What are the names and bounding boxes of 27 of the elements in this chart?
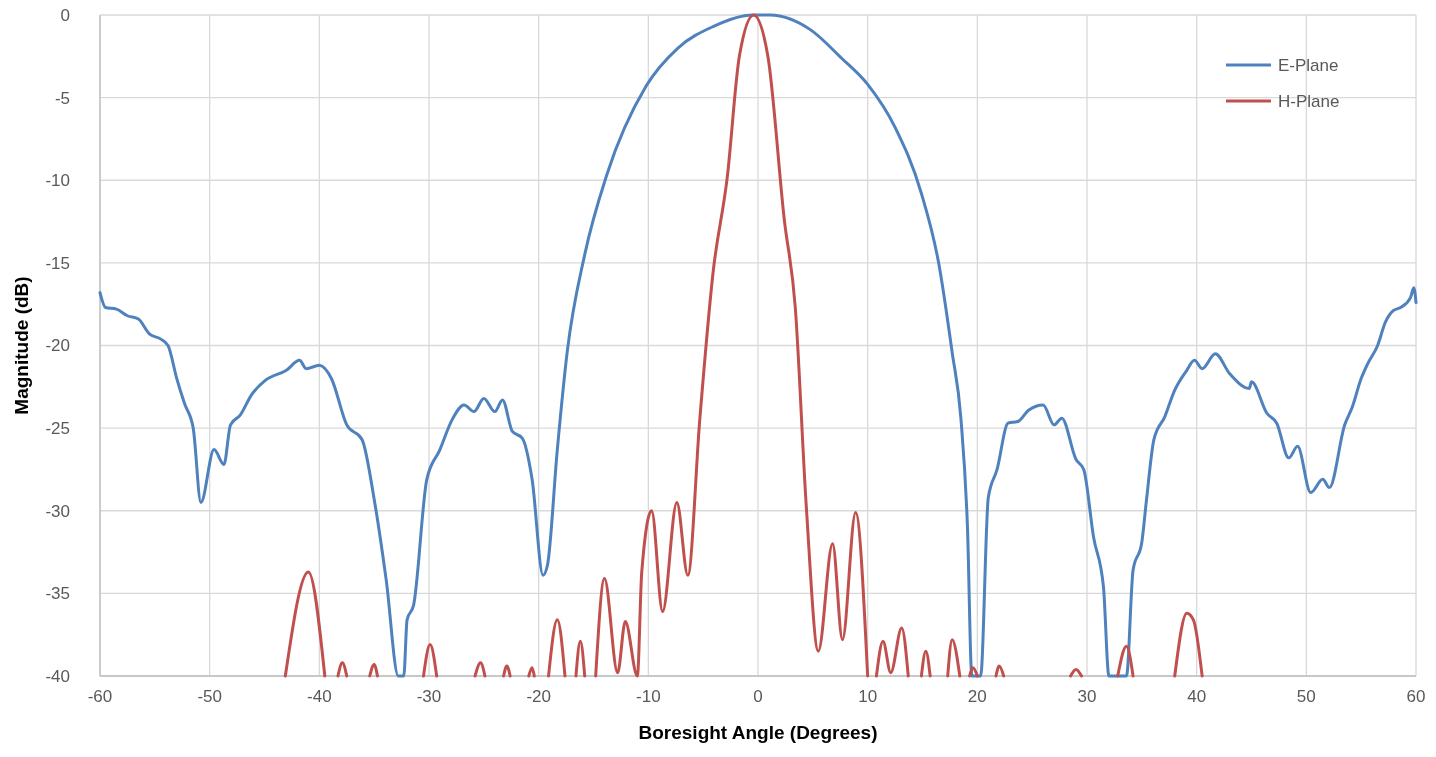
x-tick-label: -50 <box>197 687 222 706</box>
y-tick-label: -15 <box>45 253 70 273</box>
y-tick-label: -40 <box>45 666 70 686</box>
y-tick-label: -5 <box>54 88 70 108</box>
legend-label: H-Plane <box>1278 91 1340 111</box>
y-tick-label: 0 <box>60 5 70 25</box>
x-tick-label: -40 <box>307 687 332 706</box>
x-tick-label: -30 <box>416 687 442 706</box>
x-tick-label: 60 <box>1406 687 1426 706</box>
x-tick-label: 20 <box>967 687 987 706</box>
y-tick-label: -10 <box>45 171 70 191</box>
x-axis-title: Boresight Angle (Degrees) <box>638 722 878 743</box>
x-tick-label: -20 <box>526 687 551 706</box>
x-tick-label: -10 <box>636 687 661 706</box>
x-tick-label: 30 <box>1077 687 1097 706</box>
y-tick-label: -30 <box>45 501 70 521</box>
y-axis-title: Magnitude (dB) <box>11 276 32 415</box>
legend-label: E-Plane <box>1278 55 1339 75</box>
y-tick-label: -20 <box>45 336 70 356</box>
x-tick-label: -60 <box>87 687 113 706</box>
x-tick-label: 50 <box>1296 687 1316 706</box>
x-tick-label: 0 <box>753 687 763 706</box>
y-tick-label: -25 <box>45 419 70 439</box>
x-tick-label: 10 <box>858 687 878 706</box>
x-tick-label: 40 <box>1187 687 1207 706</box>
line-series <box>98 13 1418 678</box>
y-tick-label: -35 <box>45 584 70 604</box>
